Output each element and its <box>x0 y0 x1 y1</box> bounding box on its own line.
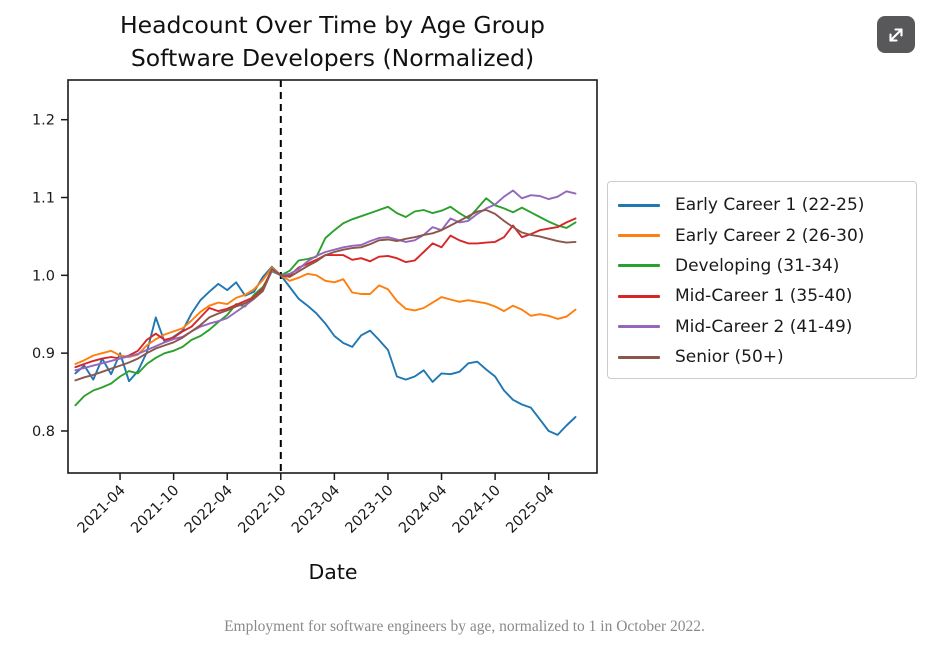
x-tick-label: 2022-10 <box>235 483 289 537</box>
series-line-Early Career 2 (26-30) <box>74 266 577 365</box>
chart-title-line1: Headcount Over Time by Age Group <box>120 11 545 39</box>
legend-item: Early Career 2 (26-30) <box>618 220 910 250</box>
x-tick-label: 2024-10 <box>450 483 504 537</box>
y-tick-label: 0.9 <box>32 346 55 362</box>
legend-line-swatch <box>618 234 660 238</box>
y-tick-label: 1.0 <box>32 268 55 284</box>
caption: Employment for software engineers by age… <box>224 618 705 635</box>
series-line-Senior (50+) <box>74 209 577 382</box>
legend-item: Early Career 1 (22-25) <box>618 190 910 220</box>
x-tick-label: 2023-10 <box>343 483 397 537</box>
legend-label: Mid-Career 1 (35-40) <box>675 286 853 307</box>
expand-button[interactable] <box>877 16 915 53</box>
y-tick-label: 1.1 <box>32 191 55 207</box>
legend-line-swatch <box>618 355 660 359</box>
plot-border <box>67 79 598 474</box>
y-tick-label: 1.2 <box>32 113 55 129</box>
legend-label: Senior (50+) <box>675 347 784 368</box>
legend-line-swatch <box>618 325 660 329</box>
series-line-Mid-Career 2 (41-49) <box>74 189 577 372</box>
line-chart: 0.8 0.9 1.0 1.1 1.2 2021-04 2021-10 2022-04 2022… <box>32 79 598 537</box>
x-tick-label: 2021-04 <box>75 483 129 537</box>
chart-title-line2: Software Developers (Normalized) <box>130 44 535 72</box>
legend-item: Senior (50+) <box>618 342 910 372</box>
x-tick-label: 2021-10 <box>128 483 182 537</box>
legend-item: Developing (31-34) <box>618 251 910 281</box>
series-line-Developing (31-34) <box>74 197 577 407</box>
legend-label: Early Career 2 (26-30) <box>675 225 865 246</box>
legend-label: Developing (31-34) <box>675 255 840 276</box>
legend-line-swatch <box>618 294 660 298</box>
legend-label: Mid-Career 2 (41-49) <box>675 316 853 337</box>
legend-item: Mid-Career 1 (35-40) <box>618 281 910 311</box>
chart-title: Headcount Over Time by Age Group Softwar… <box>0 9 665 75</box>
expand-icon <box>889 27 903 42</box>
x-tick-label: 2023-04 <box>289 483 343 537</box>
legend-label: Early Career 1 (22-25) <box>675 195 865 216</box>
series-line-Early Career 1 (22-25) <box>74 265 577 436</box>
legend-line-swatch <box>618 203 660 207</box>
legend-line-swatch <box>618 264 660 268</box>
x-axis-label: Date <box>308 560 358 584</box>
x-tick-label: 2022-04 <box>182 483 236 537</box>
legend-item: Mid-Career 2 (41-49) <box>618 312 910 342</box>
series-line-Mid-Career 1 (35-40) <box>74 217 577 369</box>
x-tick-label: 2024-04 <box>396 483 450 537</box>
legend: Early Career 1 (22-25) Early Career 2 (2… <box>607 181 917 380</box>
x-tick-label: 2025-04 <box>503 483 557 537</box>
y-tick-label: 0.8 <box>32 424 55 440</box>
